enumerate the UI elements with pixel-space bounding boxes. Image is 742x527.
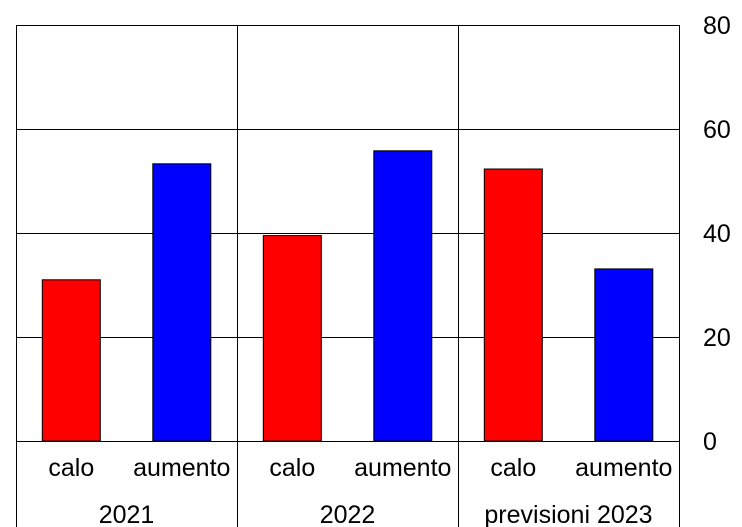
bar-label-2-0: calo bbox=[490, 454, 536, 482]
bar-label-0-0: calo bbox=[48, 454, 94, 482]
y-tick-label-4: 80 bbox=[703, 12, 731, 40]
plot-frame bbox=[16, 25, 680, 442]
y-tick-labels: 0 20 40 60 80 bbox=[703, 12, 731, 456]
group-label-2: previsioni 2023 bbox=[484, 501, 652, 527]
bar-label-1-0: calo bbox=[269, 454, 315, 482]
bar-0-1 bbox=[152, 163, 212, 442]
bar-0-0 bbox=[41, 279, 101, 442]
group-label-0: 2021 bbox=[99, 501, 155, 527]
bar-label-2-1: aumento bbox=[575, 454, 672, 482]
y-tick-label-2: 40 bbox=[703, 220, 731, 248]
bars bbox=[41, 150, 654, 442]
y-tick-label-3: 60 bbox=[703, 116, 731, 144]
bar-2-1 bbox=[594, 268, 654, 442]
bar-1-0 bbox=[262, 235, 322, 442]
bar-2-0 bbox=[483, 168, 543, 442]
axes bbox=[16, 25, 680, 527]
bar-1-1 bbox=[373, 150, 433, 442]
y-tick-label-1: 20 bbox=[703, 324, 731, 352]
bar-label-1-1: aumento bbox=[354, 454, 451, 482]
group-label-1: 2022 bbox=[320, 501, 376, 527]
y-tick-label-0: 0 bbox=[703, 428, 717, 456]
bar-label-0-1: aumento bbox=[133, 454, 230, 482]
